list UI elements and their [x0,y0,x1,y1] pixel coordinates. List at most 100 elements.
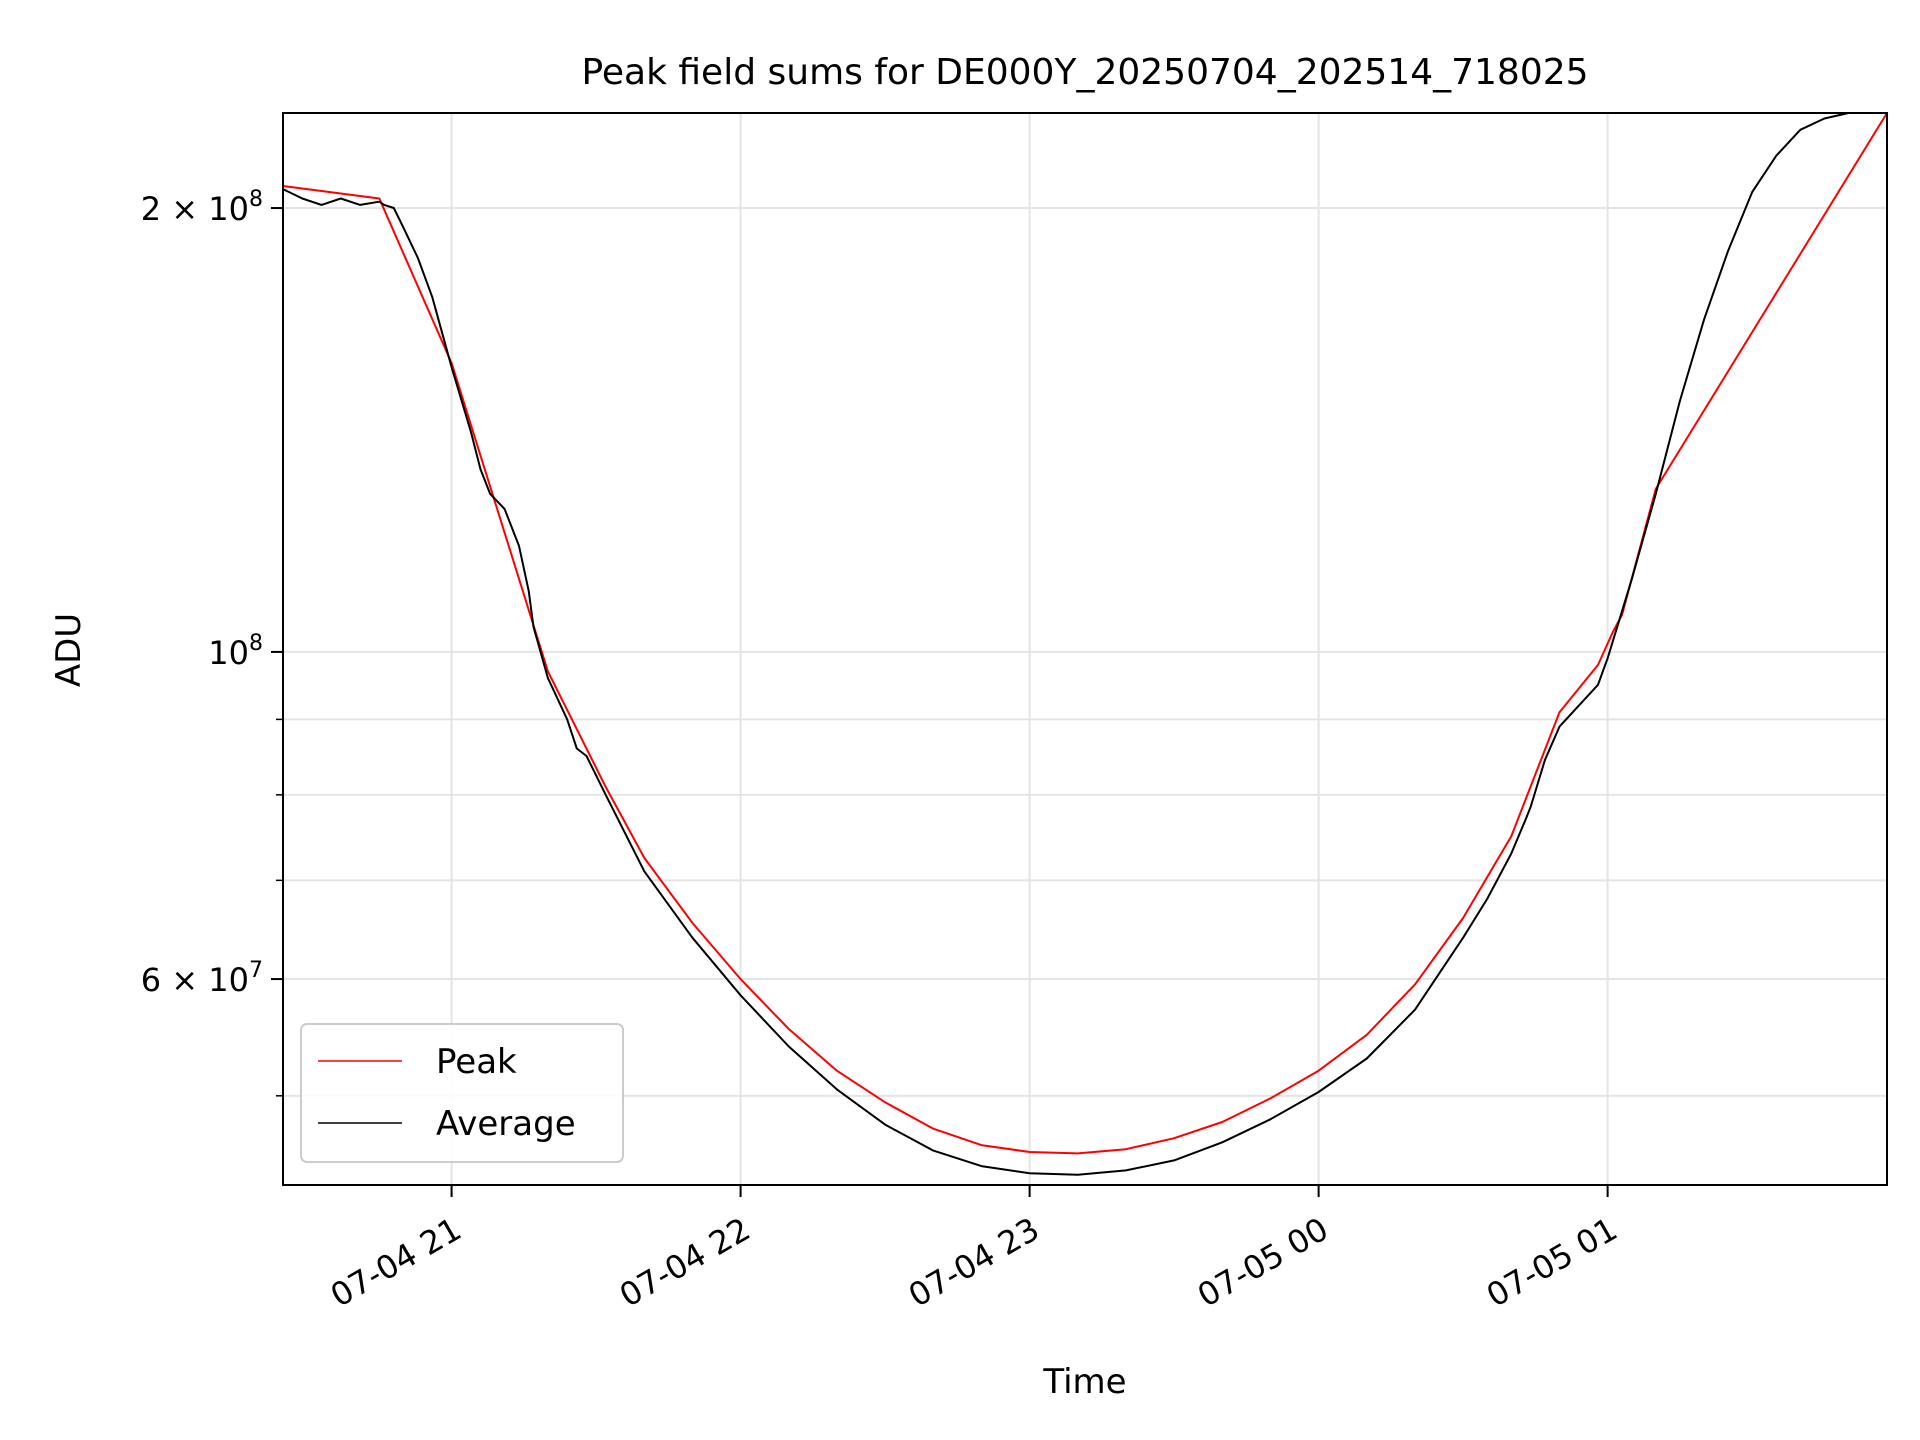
chart-title: Peak field sums for DE000Y_20250704_2025… [581,52,1588,93]
data-point-peak [1077,1152,1079,1155]
data-point-average [1028,1172,1031,1175]
data-point-average [1558,725,1561,728]
data-point-average [320,204,323,206]
data-point-average [417,257,419,259]
data-point-peak [1269,1097,1272,1100]
data-point-average [1751,191,1753,193]
data-point-average [479,468,482,471]
data-point-average [1510,852,1513,855]
data-point-average [518,545,520,547]
data-point-peak [884,1101,886,1104]
data-point-peak [1366,1034,1368,1036]
data-point-average [532,626,535,628]
y-axis: 6 × 107 108 2 × 108 [141,187,283,1097]
data-point-peak [643,857,646,859]
data-point-average [359,204,361,206]
data-point-average [576,747,578,750]
data-point-average [431,296,434,299]
data-point-average [1529,806,1532,808]
data-point-peak [1173,1137,1175,1139]
data-point-average [1630,578,1633,581]
data-point-average [1462,936,1464,939]
data-point-average [1414,1008,1416,1011]
data-point-average [1679,400,1681,402]
data-point-peak [1028,1151,1031,1153]
data-point-average [402,226,405,229]
data-point-average [393,207,395,209]
data-point-average [566,718,568,721]
data-point-average [340,197,342,200]
data-point-average [1703,318,1705,321]
data-point-average [470,431,472,433]
data-point-average [643,870,646,873]
data-point-average [1486,898,1488,900]
data-point-average [450,366,453,369]
legend: Peak Average [300,1023,624,1163]
data-point-average [489,493,491,495]
data-point-peak [1317,1069,1320,1072]
data-point-average [1799,129,1802,131]
data-point-peak [1462,917,1464,919]
data-point-peak [604,786,607,788]
data-point-average [691,936,694,939]
y-tick-label: 108 [208,631,263,672]
data-point-average [1077,1174,1079,1176]
data-point-peak [1414,983,1416,986]
data-point-peak [980,1144,983,1146]
data-point-average [383,204,386,206]
data-point-average [547,677,549,679]
data-point-peak [1125,1148,1127,1150]
x-axis-label: Time [1042,1362,1126,1402]
y-tick-label: 2 × 108 [141,187,263,228]
data-point-average [1727,250,1729,252]
legend-label-peak: Peak [436,1042,517,1082]
data-point-peak [932,1127,935,1130]
data-point-average [1606,657,1609,660]
data-point-average [1655,493,1657,495]
data-point-average [1602,670,1604,673]
data-point-average [1221,1141,1224,1144]
data-point-average [739,994,742,997]
data-point-peak [739,978,742,980]
data-point-peak [691,922,694,924]
data-point-peak [1510,835,1513,837]
data-point-average [1544,759,1546,761]
data-point-peak [788,1028,790,1030]
data-point-average [1823,117,1826,120]
data-point-average [1317,1091,1320,1093]
data-point-average [1125,1169,1127,1172]
data-point-average [378,200,381,203]
y-tick-label: 6 × 107 [141,958,263,999]
y-axis-label: ADU [49,613,89,687]
data-point-peak [1597,664,1599,666]
data-point-average [527,590,530,592]
series-line-peak [282,112,1888,1155]
legend-label-average: Average [436,1104,576,1144]
data-point-average [1597,684,1599,686]
legend-box [300,1023,624,1163]
data-point-average [585,755,588,757]
data-point-peak [1611,632,1614,634]
data-point-average [932,1149,935,1152]
data-point-average [1366,1057,1368,1060]
data-point-average [788,1045,790,1048]
data-point-peak [1558,711,1561,714]
data-point-average [1775,155,1777,157]
data-point-average [301,197,304,200]
data-point-average [836,1088,838,1091]
data-point-average [980,1165,983,1167]
data-point-average [884,1123,886,1126]
data-point-average [1173,1159,1175,1162]
data-point-peak [836,1069,838,1072]
data-point-peak [547,670,549,673]
data-point-peak [378,197,381,200]
data-point-peak [1221,1121,1224,1123]
data-point-average [503,508,506,510]
data-point-average [604,794,607,796]
plot-frame [282,112,1888,1186]
gridlines [283,113,1887,1185]
data-point-average [1524,818,1527,821]
series-layer [282,112,1888,1176]
data-point-average [1269,1118,1272,1121]
